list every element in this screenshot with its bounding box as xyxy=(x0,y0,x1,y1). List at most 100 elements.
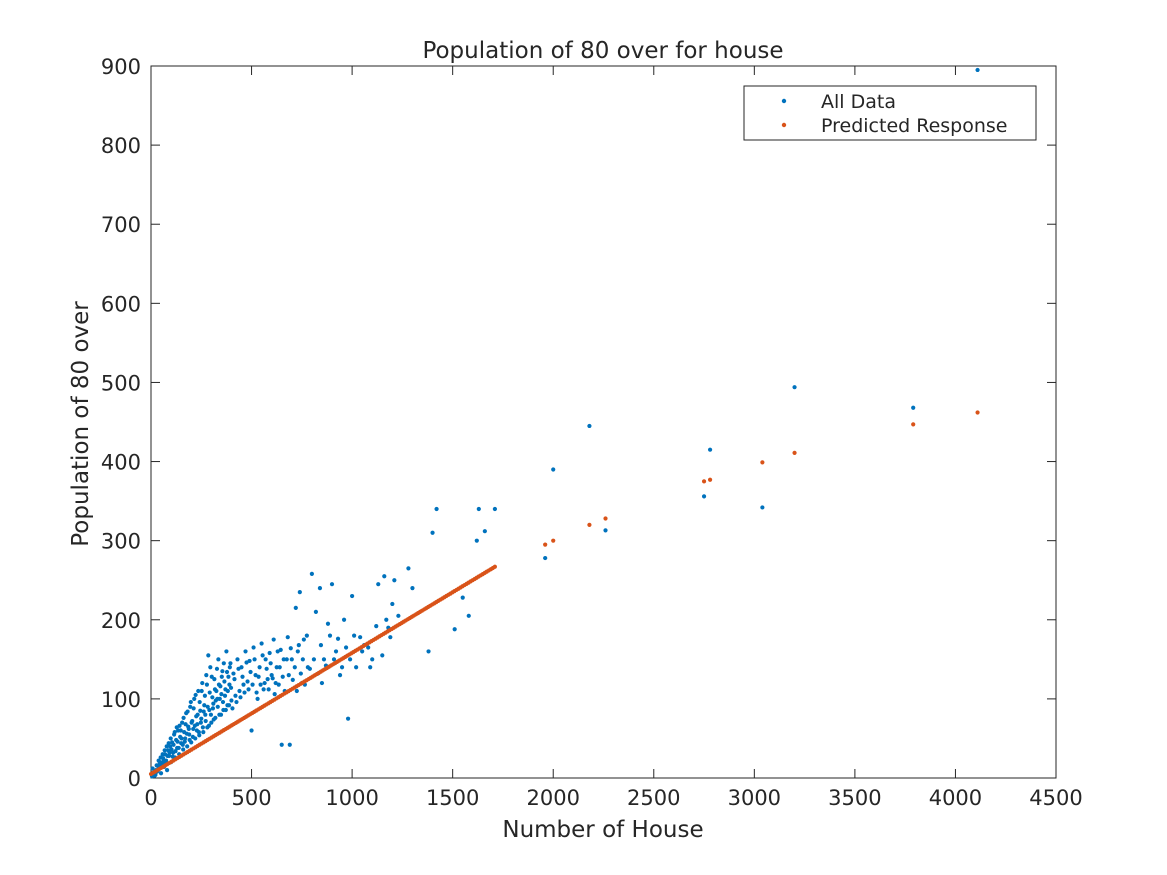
all-data-point xyxy=(181,715,186,720)
all-data-point xyxy=(911,405,916,410)
all-data-point xyxy=(358,635,363,640)
all-data-point xyxy=(226,674,231,679)
predicted-point xyxy=(911,422,916,427)
all-data-point xyxy=(164,744,169,749)
all-data-point xyxy=(460,595,465,600)
all-data-point xyxy=(250,682,255,687)
predicted-point xyxy=(492,564,497,569)
all-data-point xyxy=(304,633,309,638)
all-data-point xyxy=(396,613,401,618)
all-data-point xyxy=(211,717,216,722)
y-tick-label: 200 xyxy=(101,609,141,633)
all-data-point xyxy=(243,649,248,654)
all-data-point xyxy=(272,692,277,697)
all-data-point xyxy=(228,661,233,666)
all-data-point xyxy=(348,657,353,662)
x-axis-ticks: 0 500 1000 1500 2000 2500 3000 3500 4000 4500 xyxy=(144,66,1083,810)
all-data-point xyxy=(368,665,373,670)
all-data-point xyxy=(227,665,232,670)
predicted-point xyxy=(543,542,548,547)
all-data-point xyxy=(543,555,548,561)
all-data-point xyxy=(181,747,186,752)
all-data-point xyxy=(185,709,190,714)
all-data-point xyxy=(203,712,208,717)
all-data-point xyxy=(175,739,180,744)
all-data-point xyxy=(325,621,331,626)
legend-label-predicted: Predicted Response xyxy=(821,115,1007,137)
all-data-point xyxy=(274,665,279,670)
all-data-point xyxy=(227,682,232,687)
all-data-point xyxy=(229,698,234,703)
all-data-point xyxy=(297,589,302,595)
all-data-point xyxy=(474,538,479,543)
all-data-series xyxy=(149,67,980,779)
all-data-point xyxy=(327,633,333,638)
all-data-point xyxy=(173,749,178,754)
x-axis-label: Number of House xyxy=(502,817,703,843)
all-data-point xyxy=(222,679,227,684)
all-data-point xyxy=(366,645,371,650)
all-data-point xyxy=(176,745,181,751)
all-data-point xyxy=(204,682,210,687)
all-data-point xyxy=(288,646,293,651)
all-data-point xyxy=(201,709,206,714)
all-data-point xyxy=(182,739,187,744)
all-data-point xyxy=(170,754,175,759)
all-data-point xyxy=(168,736,173,741)
all-data-point xyxy=(150,766,155,771)
all-data-point xyxy=(270,676,275,681)
x-tick-label: 1000 xyxy=(325,786,378,810)
all-data-point xyxy=(335,636,341,641)
all-data-point xyxy=(476,506,481,512)
all-data-point xyxy=(406,566,411,571)
all-data-point xyxy=(382,574,387,579)
all-data-point xyxy=(197,733,202,738)
y-tick-label: 900 xyxy=(101,55,141,79)
all-data-point xyxy=(300,657,305,662)
all-data-point xyxy=(266,687,271,692)
all-data-point xyxy=(309,571,314,576)
all-data-point xyxy=(452,627,457,632)
all-data-point xyxy=(492,506,497,512)
all-data-point xyxy=(167,750,172,755)
all-data-point xyxy=(337,673,343,678)
all-data-point xyxy=(271,637,276,642)
all-data-point xyxy=(207,707,212,713)
all-data-point xyxy=(261,687,266,692)
all-data-point xyxy=(214,666,220,671)
all-data-point xyxy=(551,467,556,472)
all-data-point xyxy=(195,712,200,717)
all-data-point xyxy=(188,699,193,705)
all-data-point xyxy=(183,736,188,741)
all-data-point xyxy=(202,693,207,698)
all-data-point xyxy=(172,730,177,735)
x-tick-label: 3500 xyxy=(828,786,881,810)
all-data-point xyxy=(265,677,270,682)
plot-area: 0 100 200 300 400 500 600 700 800 900 0 500 1000 150… xyxy=(101,55,1083,810)
y-axis-label: Population of 80 over xyxy=(68,301,94,547)
all-data-point xyxy=(296,642,301,648)
all-data-point xyxy=(268,661,273,666)
predicted-point xyxy=(587,522,592,527)
all-data-point xyxy=(374,624,379,629)
x-tick-label: 2000 xyxy=(526,786,579,810)
all-data-point xyxy=(240,674,245,679)
y-tick-label: 500 xyxy=(101,371,141,395)
y-tick-label: 400 xyxy=(101,451,141,475)
all-data-point xyxy=(219,674,224,679)
all-data-point xyxy=(158,755,163,760)
all-data-point xyxy=(198,720,203,725)
all-data-point xyxy=(209,720,214,725)
all-data-point xyxy=(185,744,190,749)
all-data-point xyxy=(284,657,289,662)
all-data-point xyxy=(219,692,224,697)
all-data-point xyxy=(430,530,435,535)
y-tick-label: 700 xyxy=(101,213,141,237)
all-data-point xyxy=(220,669,225,674)
all-data-point xyxy=(262,680,267,686)
all-data-point xyxy=(248,669,253,675)
all-data-point xyxy=(160,752,165,757)
all-data-point xyxy=(341,617,347,622)
all-data-point xyxy=(390,601,395,607)
